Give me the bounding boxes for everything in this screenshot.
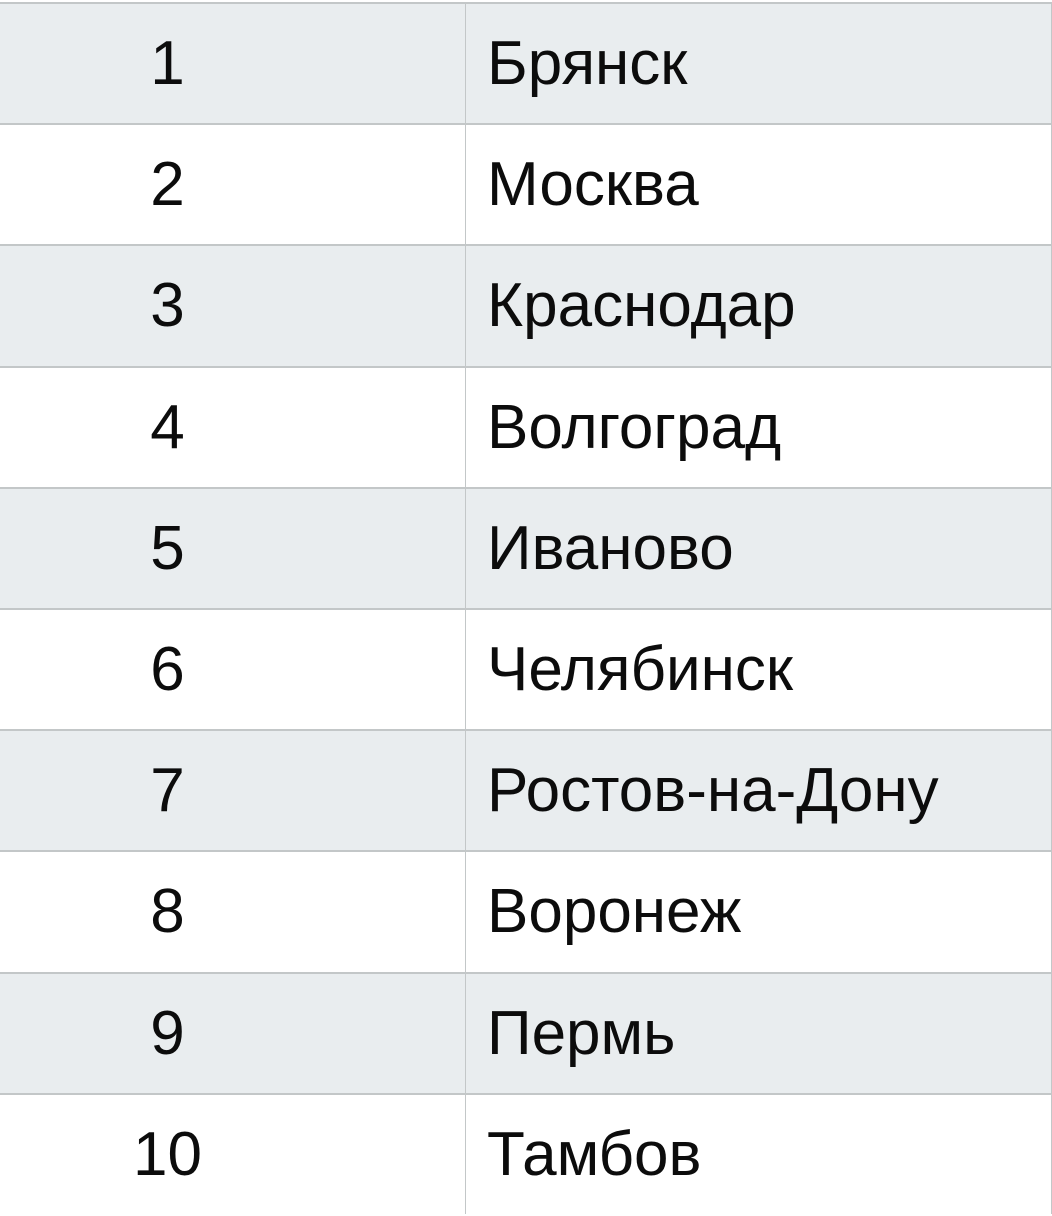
city-cell: Брянск (465, 4, 1052, 124)
city-cell: Волгоград (465, 367, 1052, 487)
table-row: 7 Ростов-на-Дону (0, 729, 1052, 851)
city-cell: Иваново (465, 488, 1052, 608)
table-row: 5 Иваново (0, 486, 1052, 608)
table-row: 2 Москва (0, 123, 1052, 245)
rank-cell: 3 (150, 271, 185, 341)
rank-cell: 10 (133, 1119, 202, 1189)
table-row: 9 Пермь (0, 971, 1052, 1093)
table-row: 3 Краснодар (0, 244, 1052, 366)
city-cell: Воронеж (465, 852, 1052, 972)
city-cell: Пермь (465, 973, 1052, 1093)
rank-cell: 4 (150, 392, 185, 462)
city-cell: Тамбов (465, 1094, 1052, 1214)
table-row: 4 Волгоград (0, 365, 1052, 487)
rank-cell: 9 (150, 998, 185, 1068)
table-row: 6 Челябинск (0, 607, 1052, 730)
rank-cell: 2 (150, 150, 185, 220)
city-cell: Москва (465, 125, 1052, 245)
rank-cell: 6 (150, 635, 185, 705)
rank-cell: 8 (150, 877, 185, 947)
rank-cell: 7 (150, 756, 185, 826)
city-cell: Челябинск (465, 609, 1052, 730)
table-row: 10 Тамбов (0, 1092, 1052, 1214)
rank-cell: 1 (150, 29, 185, 99)
table-row: 8 Воронеж (0, 850, 1052, 972)
rank-cell: 5 (150, 513, 185, 583)
city-cell: Краснодар (465, 246, 1052, 366)
city-cell: Ростов-на-Дону (465, 731, 1052, 851)
table-row: 1 Брянск (0, 2, 1052, 124)
